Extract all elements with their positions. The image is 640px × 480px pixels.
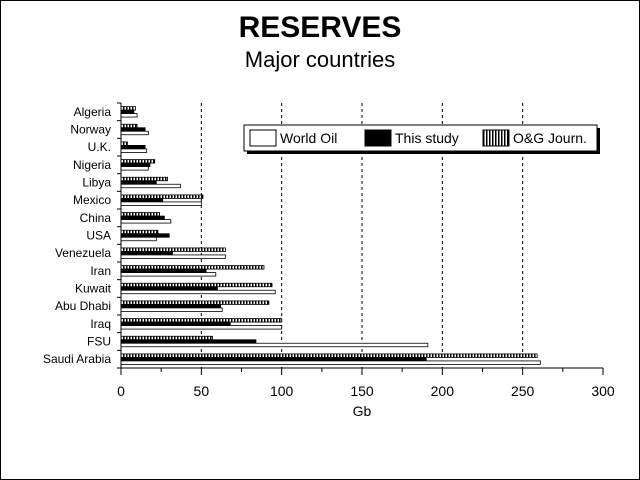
category-label-norway: Norway: [70, 123, 111, 137]
bar-saudi-arabia-world-oil: [120, 360, 541, 365]
category-label-mexico: Mexico: [73, 193, 111, 207]
bar-abu-dhabi-o-g-journ: [120, 300, 270, 305]
bar-abu-dhabi-this-study: [120, 304, 222, 309]
category-label-kuwait: Kuwait: [75, 282, 112, 296]
x-tick-label-50: 50: [194, 383, 210, 399]
bar-norway-world-oil: [120, 130, 149, 136]
bar-saudi-arabia-this-study: [120, 357, 427, 362]
x-tick-label-300: 300: [591, 383, 615, 399]
bar-mexico-this-study: [120, 198, 164, 203]
bar-fsu-o-g-journ: [120, 335, 213, 341]
bar-norway-o-g-journ: [120, 123, 138, 129]
bar-iraq-world-oil: [120, 325, 283, 330]
chart-title: RESERVES: [239, 11, 402, 44]
legend-swatch-world-oil: [249, 129, 277, 147]
bar-mexico-world-oil: [120, 201, 202, 206]
bar-u-k-o-g-journ: [120, 141, 128, 146]
legend-swatch-og-journ: [482, 129, 510, 147]
chart-subtitle: Major countries: [245, 47, 395, 72]
bar-norway-this-study: [120, 127, 146, 132]
category-label-iraq: Iraq: [90, 317, 111, 331]
bar-u-k-this-study: [120, 145, 146, 150]
bar-libya-o-g-journ: [120, 176, 168, 182]
category-label-china: China: [80, 211, 112, 225]
bar-nigeria-o-g-journ: [120, 159, 156, 164]
category-label-venezuela: Venezuela: [55, 246, 111, 260]
bar-kuwait-o-g-journ: [120, 282, 273, 288]
category-label-iran: Iran: [90, 264, 111, 278]
bar-china-o-g-journ: [120, 212, 160, 217]
bar-nigeria-this-study: [120, 162, 151, 167]
bar-kuwait-world-oil: [120, 289, 276, 295]
bar-iran-world-oil: [120, 272, 217, 277]
legend-shadow-bottom: [247, 151, 600, 154]
category-label-fsu: FSU: [87, 335, 111, 349]
bar-saudi-arabia-o-g-journ: [120, 353, 538, 358]
bar-libya-this-study: [120, 180, 157, 185]
bar-u-k-world-oil: [120, 148, 148, 153]
x-tick-label-100: 100: [270, 383, 294, 399]
bar-fsu-world-oil: [120, 342, 429, 348]
legend-label-world-oil: World Oil: [280, 130, 337, 146]
bar-fsu-this-study: [120, 339, 257, 344]
bar-china-world-oil: [120, 219, 172, 224]
legend-label-this-study: This study: [395, 130, 459, 146]
x-axis-title: Gb: [353, 403, 372, 419]
axes-group: [117, 102, 604, 375]
bar-usa-world-oil: [120, 236, 157, 242]
bar-usa-o-g-journ: [120, 229, 159, 235]
x-tick-labels: 0 50 100 150 200 250 300: [117, 383, 615, 399]
bar-kuwait-this-study: [120, 286, 218, 291]
category-label-abu-dhabi: Abu Dhabi: [55, 299, 111, 313]
x-tick-label-250: 250: [511, 383, 535, 399]
legend-label-og-journ: O&G Journ.: [513, 130, 587, 146]
bar-algeria-this-study: [120, 109, 135, 114]
bar-libya-world-oil: [120, 183, 181, 189]
category-label-algeria: Algeria: [74, 105, 112, 119]
category-label-saudi-arabia: Saudi Arabia: [43, 352, 111, 366]
legend: World Oil This study O&G Journ.: [243, 124, 600, 154]
bar-algeria-o-g-journ: [120, 106, 136, 111]
bar-nigeria-world-oil: [120, 166, 149, 171]
x-tick-label-0: 0: [117, 383, 125, 399]
bar-abu-dhabi-world-oil: [120, 307, 223, 312]
bar-venezuela-o-g-journ: [120, 247, 226, 252]
category-label-usa: USA: [86, 229, 111, 243]
x-tick-label-200: 200: [431, 383, 455, 399]
category-labels: Algeria Norway U.K. Nigeria Libya Mexico China…: [43, 105, 112, 366]
bar-algeria-world-oil: [120, 113, 138, 118]
bar-usa-this-study: [120, 233, 170, 238]
legend-swatch-this-study: [364, 129, 392, 147]
legend-shadow-right: [597, 128, 600, 154]
category-label-nigeria: Nigeria: [73, 158, 111, 172]
bar-venezuela-this-study: [120, 251, 173, 256]
bar-venezuela-world-oil: [120, 254, 226, 259]
legend-box: [243, 124, 598, 152]
bar-iran-this-study: [120, 268, 207, 273]
bar-iran-o-g-journ: [120, 265, 265, 270]
x-tick-label-150: 150: [350, 383, 374, 399]
bar-iraq-this-study: [120, 321, 231, 326]
bar-iraq-o-g-journ: [120, 318, 283, 323]
bar-mexico-o-g-journ: [120, 194, 204, 199]
category-label-u-k: U.K.: [88, 140, 111, 154]
bar-china-this-study: [120, 215, 165, 220]
category-label-libya: Libya: [82, 176, 111, 190]
